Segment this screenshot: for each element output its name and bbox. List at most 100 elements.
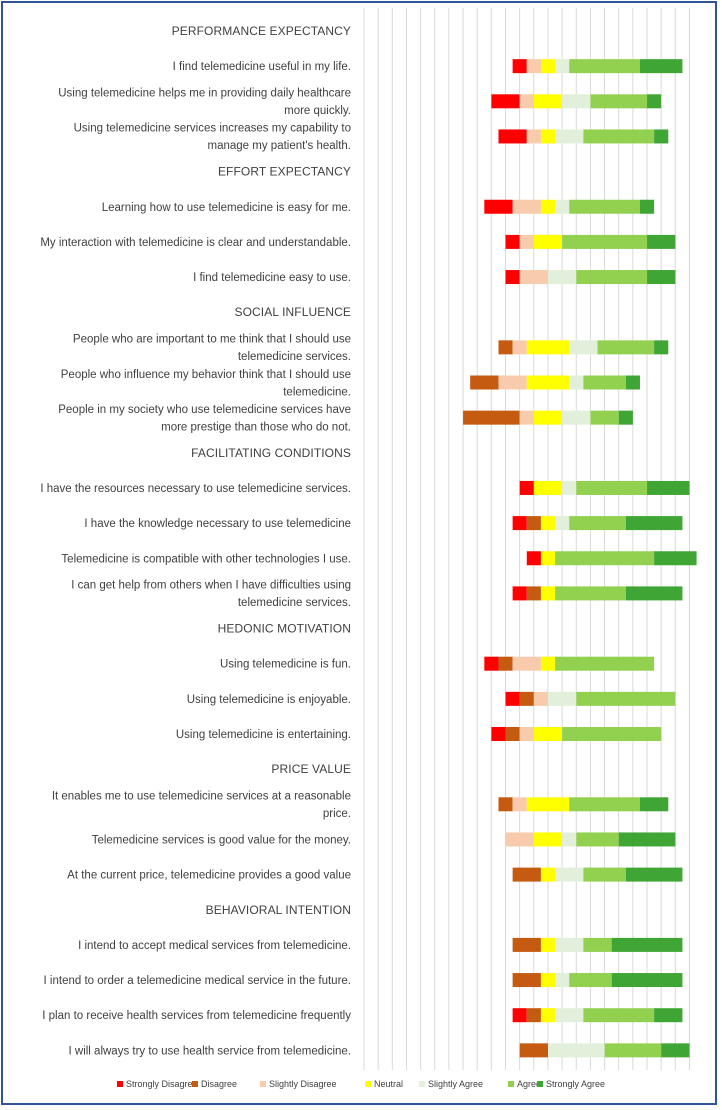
bar-segment-slightly-agree (548, 691, 577, 706)
bar-segment-disagree (463, 410, 520, 425)
item-label: I will always try to use health service … (69, 1045, 352, 1057)
item-label-line: It enables me to use telemedicine servic… (52, 791, 351, 803)
bar-segment-slightly-agree (548, 1043, 605, 1058)
bar-row (484, 199, 655, 214)
bar-segment-agree (597, 340, 655, 355)
item-label-line: My interaction with telemedicine is clea… (40, 237, 351, 249)
item-label-line: Telemedicine services is good value for … (92, 834, 351, 846)
bar-segment-disagree (505, 727, 520, 741)
item-label-line: I find telemedicine useful in my life. (173, 61, 351, 73)
bar-segment-strongly-disagree (512, 59, 527, 74)
bar-row (519, 1043, 690, 1058)
bar-segment-disagree (526, 1008, 541, 1023)
bar-segment-agree (604, 1043, 662, 1058)
bar-segment-agree (576, 832, 619, 847)
item-label-line: I have the resources necessary to use te… (40, 483, 351, 495)
item-label: I have the knowledge necessary to use te… (84, 518, 351, 530)
bar-segment-agree (576, 480, 648, 495)
bar-segment-disagree (498, 797, 513, 812)
bar-segment-strongly-disagree (512, 586, 527, 601)
bar-segment-agree (555, 551, 655, 566)
bar-segment-strongly-disagree (484, 199, 513, 214)
item-label: At the current price, telemedicine provi… (67, 870, 351, 882)
bar-segment-neutral (533, 94, 563, 109)
item-label-line: telemedicine. (283, 386, 351, 398)
bar-row (512, 973, 683, 988)
bar-row (498, 340, 669, 355)
bar-segment-strongly-agree (647, 234, 676, 249)
bar-segment-strongly-agree (654, 340, 669, 355)
item-label-line: Learning how to use telemedicine is easy… (102, 202, 351, 214)
bar-segment-slightly-agree (555, 973, 570, 988)
bar-segment-disagree (512, 937, 541, 952)
item-label-line: more quickly. (284, 105, 351, 117)
item-label-line: I intend to accept medical services from… (78, 940, 351, 952)
bar-segment-agree (583, 375, 626, 390)
legend-swatch-neutral (365, 1081, 371, 1087)
item-label-line: Using telemedicine helps me in providing… (58, 88, 351, 100)
bar-segment-strongly-agree (611, 937, 683, 952)
item-label-line: telemedicine services. (238, 351, 351, 363)
section-header: SOCIAL INFLUENCE (234, 305, 351, 319)
legend-label-agree: Agree (517, 1079, 541, 1089)
item-label-line: People who influence my behavior think t… (61, 369, 351, 381)
bar-segment-strongly-disagree (491, 727, 506, 741)
item-label-line: Using telemedicine is enjoyable. (187, 694, 351, 706)
item-label-line: Using telemedicine is fun. (220, 659, 351, 671)
bar-segment-slightly-disagree (512, 656, 541, 671)
bar-segment-disagree (512, 973, 541, 988)
bar-segment-neutral (533, 410, 563, 425)
bar-segment-agree (569, 516, 626, 531)
bar-segment-disagree (519, 1043, 548, 1058)
bar-segment-strongly-agree (654, 551, 697, 566)
bar-segment-strongly-disagree (526, 551, 541, 566)
bar-row (512, 867, 683, 882)
bar-row (512, 1008, 683, 1023)
item-label-line: Using telemedicine is entertaining. (176, 729, 351, 741)
item-label: I plan to receive health services from t… (42, 1010, 351, 1022)
bar-segment-disagree (526, 586, 541, 601)
bar-segment-strongly-disagree (505, 234, 520, 249)
bar-segment-slightly-agree (569, 340, 598, 355)
bar-row (512, 586, 683, 601)
bar-segment-disagree (519, 691, 534, 706)
item-label-line: I intend to order a telemedicine medical… (44, 975, 351, 987)
gridlines (363, 8, 690, 1070)
item-label: Telemedicine is compatible with other te… (61, 553, 351, 565)
bar-segment-strongly-disagree (484, 656, 499, 671)
bar-segment-strongly-agree (639, 797, 669, 812)
item-label: Using telemedicine is entertaining. (176, 729, 351, 741)
bar-row (505, 270, 676, 285)
bar-row (491, 727, 662, 741)
item-label-line: manage my patient's health. (208, 140, 351, 152)
legend-label-neutral: Neutral (374, 1079, 403, 1089)
bar-segment-strongly-disagree (491, 94, 520, 109)
item-label: Using telemedicine is enjoyable. (187, 694, 351, 706)
bar-segment-disagree (498, 656, 513, 671)
bar-segment-agree (555, 656, 655, 671)
item-label: People in my society who use telemedicin… (58, 404, 351, 434)
item-label: I can get help from others when I have d… (71, 580, 351, 610)
bar-segment-agree (569, 199, 640, 214)
bar-row (484, 656, 655, 671)
bar-row (519, 480, 690, 495)
bar-segment-strongly-agree (618, 410, 633, 425)
section-header: BEHAVIORAL INTENTION (206, 903, 351, 917)
bar-segment-agree (576, 270, 648, 285)
bar-segment-neutral (533, 832, 563, 847)
bar-segment-strongly-disagree (512, 1008, 527, 1023)
bar-segment-neutral (540, 129, 556, 144)
bar-segment-slightly-disagree (512, 199, 541, 214)
bar-segment-strongly-disagree (512, 516, 527, 531)
item-label-line: People in my society who use telemedicin… (58, 404, 351, 416)
legend-label-strongly-agree: Strongly Agree (546, 1079, 605, 1089)
legend: Strongly Disagree Disagree Slightly Disagr… (117, 1079, 605, 1089)
bar-row (512, 937, 683, 952)
bar-segment-disagree (470, 375, 499, 390)
item-label-line: more prestige than those who do not. (161, 421, 351, 433)
bar-segment-slightly-agree (562, 410, 591, 425)
item-label-line: I can get help from others when I have d… (71, 580, 351, 592)
section-header: PERFORMANCE EXPECTANCY (172, 24, 351, 38)
legend-label-slightly-agree: Slightly Agree (428, 1079, 483, 1089)
